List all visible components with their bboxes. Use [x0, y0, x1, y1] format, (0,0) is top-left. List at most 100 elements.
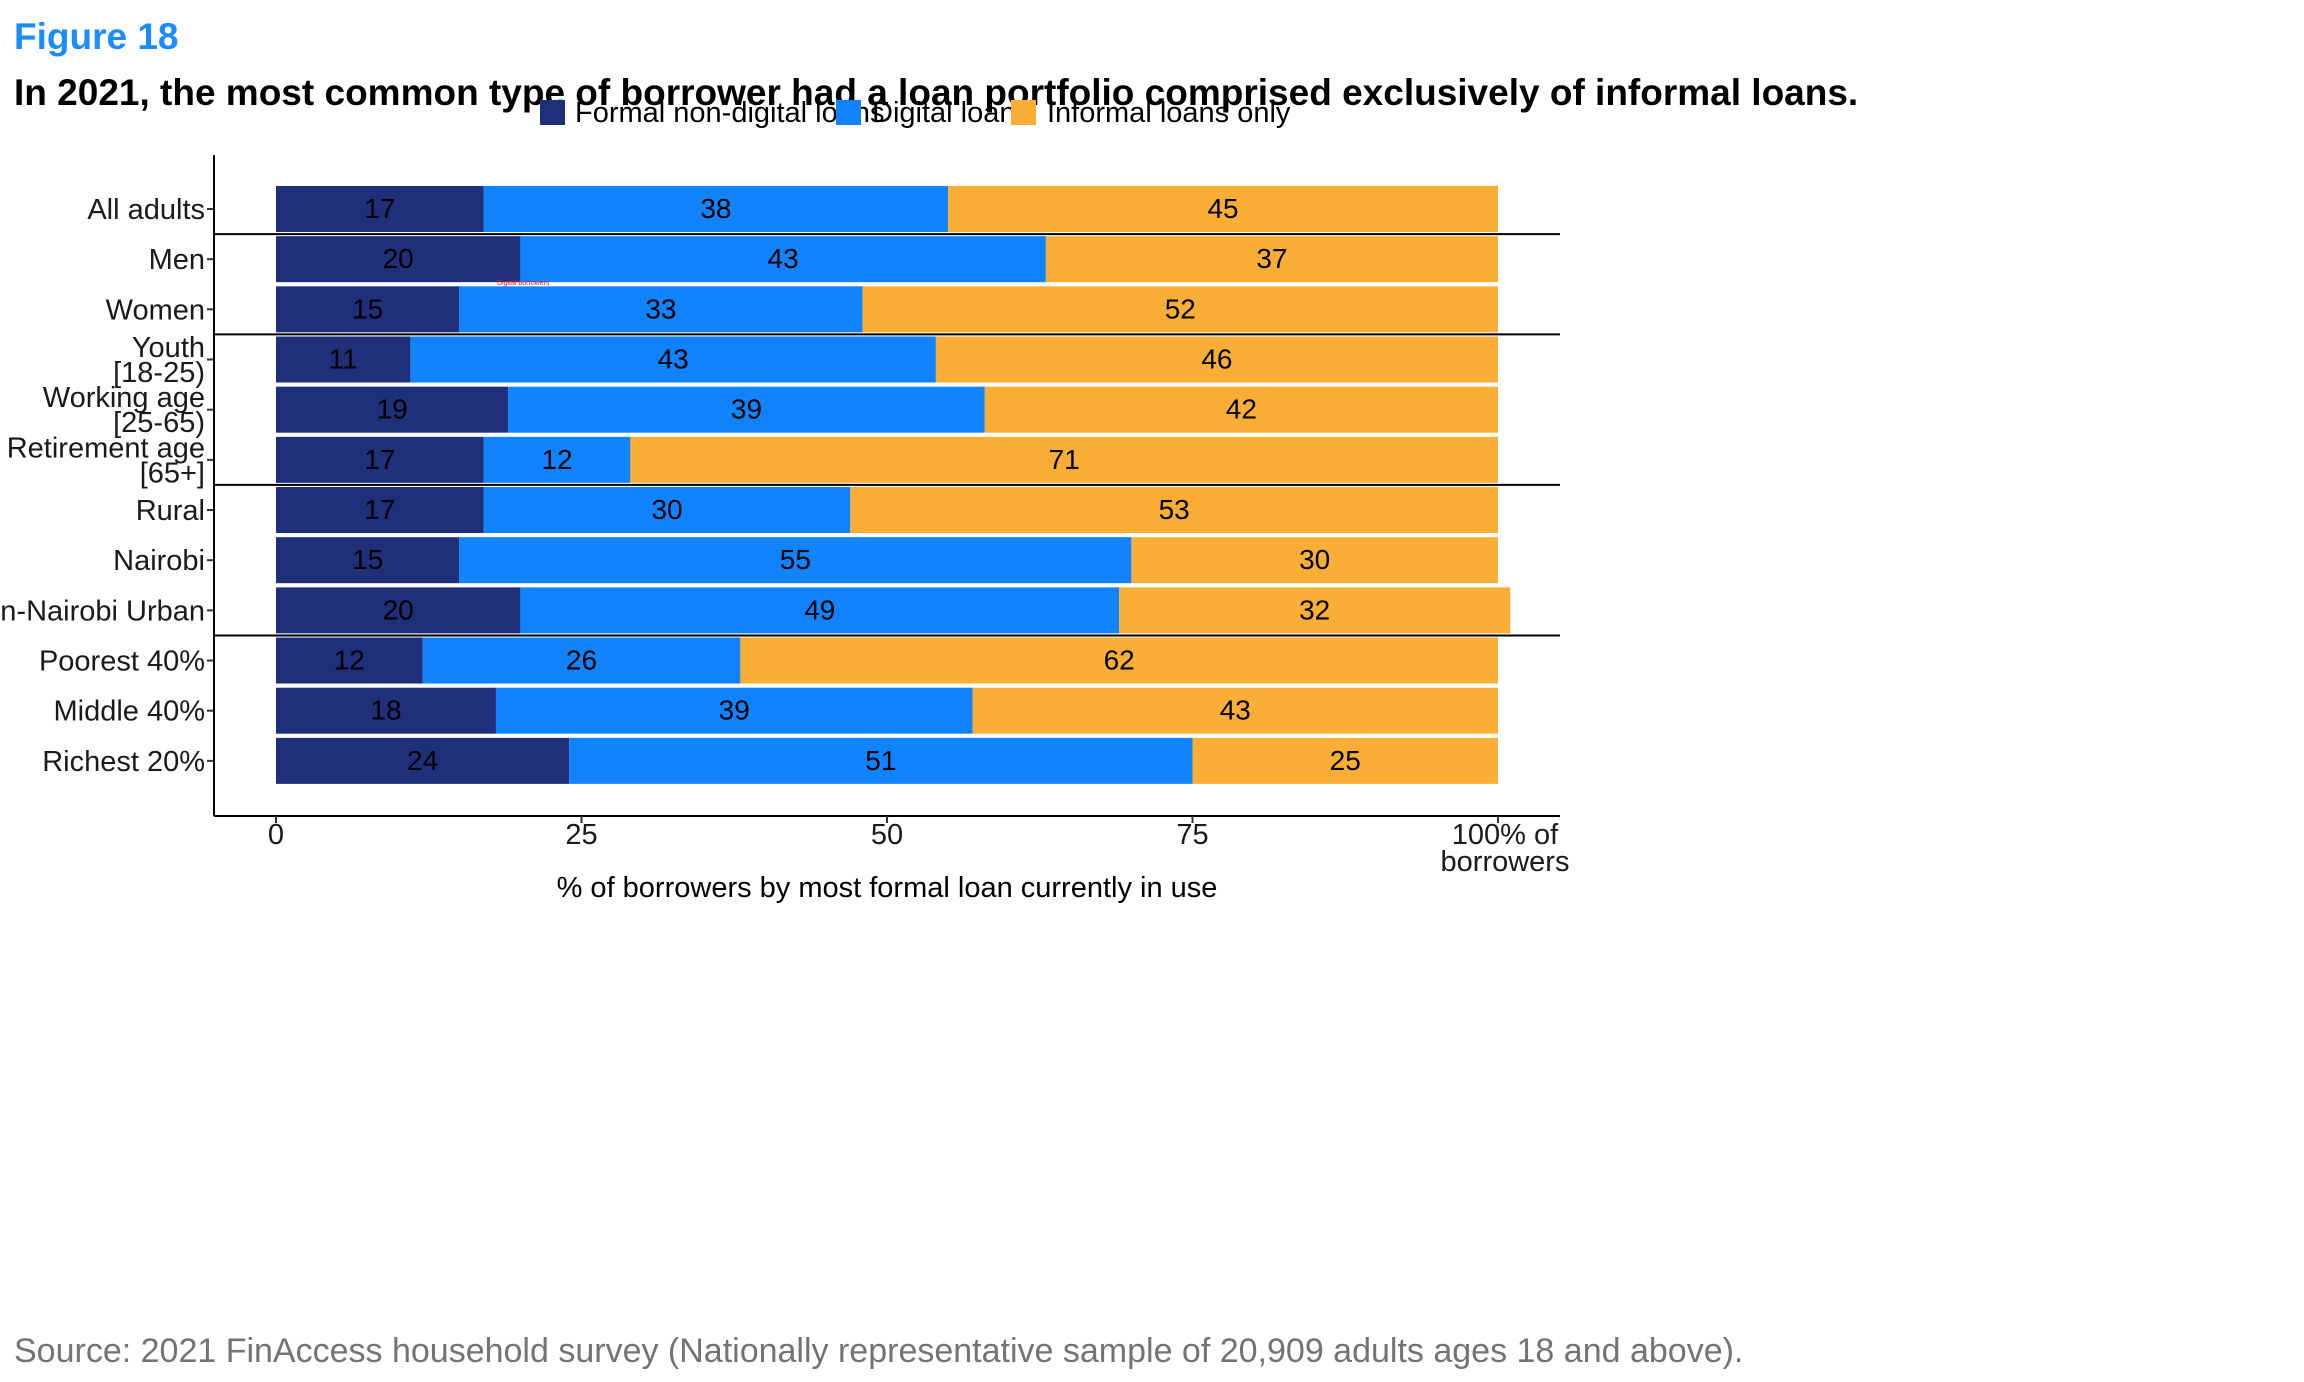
x-tick-label-25: 25: [565, 819, 597, 851]
group-separators: [214, 233, 1560, 637]
axes: All adults Men Women Youth [18-25)Working ag…: [0, 155, 1569, 904]
source-note: Source: 2021 FinAccess household survey …: [14, 1332, 1744, 1370]
data-label-informal-loans-only-youth-18-25: 46: [1201, 344, 1232, 375]
figure-label: Figure 18: [14, 16, 179, 57]
bar-digital-loans-all-adults: [483, 186, 949, 232]
bar-informal-loans-only-all-adults: [948, 186, 1498, 232]
y-tick-label-retirement-age-65: Retirement age [65+]: [7, 432, 205, 489]
data-label-informal-loans-only-all-adults: 45: [1207, 193, 1238, 224]
bar-formal-non-digital-loans-all-adults: [276, 186, 484, 232]
data-label-informal-loans-only-poorest-40: 62: [1104, 645, 1135, 676]
data-label-formal-non-digital-loans-men: 20: [383, 243, 414, 274]
bar-digital-loans-middle-40: [495, 687, 973, 734]
bar-formal-non-digital-loans-women: [276, 286, 460, 333]
data-label-informal-loans-only-working-age-25-65: 42: [1226, 394, 1257, 425]
y-tick-label-nairobi: Nairobi: [113, 545, 205, 577]
bar-formal-non-digital-loans-men: [276, 236, 521, 283]
y-tick-label-non-nairobi-urban: Non-Nairobi Urban: [0, 595, 205, 627]
y-tick-label-richest-20: Richest 20%: [42, 746, 205, 778]
data-label-informal-loans-only-middle-40: 43: [1220, 695, 1251, 726]
data-label-informal-loans-only-retirement-age-65: 71: [1049, 444, 1080, 475]
data-label-digital-loans-middle-40: 39: [719, 695, 750, 726]
chart-title: In 2021, the most common type of borrowe…: [14, 72, 1859, 113]
bar-informal-loans-only-poorest-40: [740, 637, 1498, 684]
bar-digital-loans-non-nairobi-urban: [520, 587, 1120, 634]
data-label-digital-loans-richest-20: 51: [865, 745, 896, 776]
bar-informal-loans-only-youth-18-25: [935, 336, 1498, 383]
y-tick-label-men: Men: [149, 244, 205, 276]
bar-formal-non-digital-loans-richest-20: [276, 737, 570, 784]
data-label-digital-loans-men: 43: [768, 243, 799, 274]
y-tick-label-poorest-40: Poorest 40%: [39, 646, 205, 678]
bar-digital-loans-retirement-age-65: [483, 436, 631, 483]
legend-swatch-informal-loans-only: [1011, 100, 1036, 125]
bar-digital-loans-working-age-25-65: [508, 386, 985, 433]
data-label-formal-non-digital-loans-richest-20: 24: [407, 745, 438, 776]
bar-formal-non-digital-loans-working-age-25-65: [276, 386, 509, 433]
legend-swatch-digital-loans: [836, 100, 861, 125]
y-tick-label-rural: Rural: [136, 495, 205, 527]
bar-formal-non-digital-loans-middle-40: [276, 687, 496, 734]
bar-informal-loans-only-rural: [850, 487, 1498, 534]
stray-annotation: Digital borrowers: [497, 280, 550, 287]
x-tick-label-0: 0: [268, 819, 284, 851]
bar-formal-non-digital-loans-non-nairobi-urban: [276, 587, 521, 634]
data-label-informal-loans-only-men: 37: [1256, 243, 1287, 274]
bar-digital-loans-men: [520, 236, 1046, 283]
y-tick-label-women: Women: [106, 294, 205, 326]
data-label-informal-loans-only-women: 52: [1165, 293, 1196, 324]
bar-informal-loans-only-men: [1045, 236, 1498, 283]
data-label-formal-non-digital-loans-working-age-25-65: 19: [377, 394, 408, 425]
data-label-formal-non-digital-loans-non-nairobi-urban: 20: [383, 594, 414, 625]
data-label-formal-non-digital-loans-all-adults: 17: [364, 193, 395, 224]
bar-informal-loans-only-working-age-25-65: [984, 386, 1498, 433]
data-label-formal-non-digital-loans-poorest-40: 12: [334, 645, 365, 676]
data-label-formal-non-digital-loans-middle-40: 18: [370, 695, 401, 726]
bar-informal-loans-only-nairobi: [1131, 537, 1498, 584]
data-label-informal-loans-only-richest-20: 25: [1330, 745, 1361, 776]
data-label-digital-loans-non-nairobi-urban: 49: [804, 594, 835, 625]
bar-informal-loans-only-women: [862, 286, 1498, 333]
data-label-informal-loans-only-non-nairobi-urban: 32: [1299, 594, 1330, 625]
data-label-digital-loans-working-age-25-65: 39: [731, 394, 762, 425]
data-label-digital-loans-nairobi: 55: [780, 544, 811, 575]
bar-formal-non-digital-loans-youth-18-25: [276, 336, 411, 383]
legend-label-formal-non-digital-loans: Formal non-digital loans: [575, 97, 884, 129]
y-tick-label-youth-18-25: Youth [18-25): [113, 332, 205, 389]
y-tick-label-middle-40: Middle 40%: [53, 696, 205, 728]
legend-label-digital-loans: Digital loans: [872, 97, 1030, 129]
bar-formal-non-digital-loans-nairobi: [276, 537, 460, 584]
data-label-formal-non-digital-loans-nairobi: 15: [352, 544, 383, 575]
y-tick-label-working-age-25-65: Working age [25-65): [43, 382, 205, 439]
bar-digital-loans-women: [459, 286, 863, 333]
bar-informal-loans-only-richest-20: [1192, 737, 1498, 784]
data-label-digital-loans-all-adults: 38: [700, 193, 731, 224]
x-tick-label-75: 75: [1176, 819, 1208, 851]
bar-informal-loans-only-retirement-age-65: [630, 436, 1498, 483]
data-label-digital-loans-poorest-40: 26: [566, 645, 597, 676]
x-tick-label-50: 50: [871, 819, 903, 851]
data-label-formal-non-digital-loans-women: 15: [352, 293, 383, 324]
bar-digital-loans-richest-20: [569, 737, 1193, 784]
data-label-informal-loans-only-rural: 53: [1159, 494, 1190, 525]
bar-informal-loans-only-middle-40: [972, 687, 1498, 734]
data-label-digital-loans-women: 33: [645, 293, 676, 324]
bar-informal-loans-only-non-nairobi-urban: [1119, 587, 1511, 634]
bar-formal-non-digital-loans-retirement-age-65: [276, 436, 484, 483]
x-axis-title: % of borrowers by most formal loan curre…: [557, 872, 1218, 904]
bars: 17 38 45 20 43 37 15 33 52 11 43 46 19 39 42 17 12 71 17 30…: [276, 186, 1511, 784]
data-label-informal-loans-only-nairobi: 30: [1299, 544, 1330, 575]
bar-digital-loans-rural: [483, 487, 851, 534]
bar-digital-loans-poorest-40: [422, 637, 741, 684]
x-tick-label-100: 100% of borrowers: [1441, 819, 1570, 878]
legend-swatch-formal-non-digital-loans: [540, 100, 565, 125]
legend-label-informal-loans-only: Informal loans only: [1047, 97, 1291, 129]
stray-red-label: Digital borrowers: [497, 280, 550, 287]
y-tick-label-all-adults: All adults: [87, 194, 205, 226]
data-label-digital-loans-youth-18-25: 43: [658, 344, 689, 375]
bar-digital-loans-nairobi: [459, 537, 1132, 584]
data-label-digital-loans-retirement-age-65: 12: [541, 444, 572, 475]
bar-formal-non-digital-loans-poorest-40: [276, 637, 423, 684]
